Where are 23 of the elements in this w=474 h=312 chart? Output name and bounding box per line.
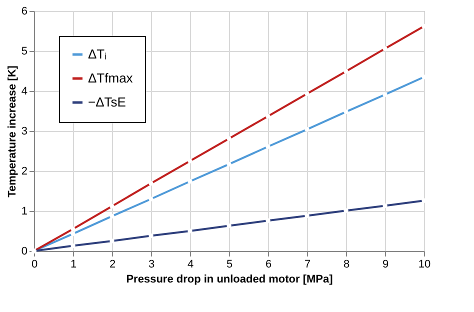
x-tick-label: 1 bbox=[70, 258, 77, 270]
x-tick-label: 4 bbox=[187, 258, 194, 270]
x-tick-label: 8 bbox=[343, 258, 350, 270]
y-tick-label: 1 bbox=[21, 206, 28, 218]
x-tick-label: 0 bbox=[31, 258, 38, 270]
legend-label: ΔTfmax bbox=[88, 70, 134, 86]
legend-label: −ΔTsE bbox=[88, 94, 126, 110]
y-tick-label: 3 bbox=[21, 126, 28, 138]
x-tick-label: 2 bbox=[109, 258, 116, 270]
y-tick-label: 2 bbox=[21, 166, 28, 178]
x-tick-label: 5 bbox=[226, 258, 233, 270]
x-tick-label: 6 bbox=[265, 258, 272, 270]
y-axis-title: Temperature increase [K] bbox=[6, 65, 18, 198]
x-tick-label: 3 bbox=[148, 258, 155, 270]
x-tick-label: 7 bbox=[304, 258, 311, 270]
x-axis-title: Pressure drop in unloaded motor [MPa] bbox=[126, 274, 334, 286]
x-tick-label: 9 bbox=[382, 258, 389, 270]
x-tick-label: 10 bbox=[418, 258, 431, 270]
legend-label: ΔTᵢ bbox=[88, 46, 107, 62]
y-tick-label: 5 bbox=[21, 46, 28, 58]
y-tick-label: 6 bbox=[21, 6, 28, 18]
y-tick-label: 0 bbox=[21, 246, 28, 258]
y-tick-label: 4 bbox=[21, 86, 28, 98]
